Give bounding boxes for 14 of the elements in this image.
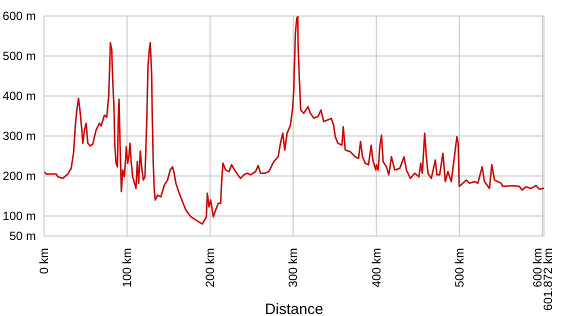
y-tick-label: 50 m xyxy=(9,229,36,244)
y-tick-label: 300 m xyxy=(2,129,36,144)
x-tick-label: 100 km xyxy=(120,248,134,288)
y-tick-label: 100 m xyxy=(2,209,36,224)
x-tick-label: 200 km xyxy=(203,248,218,288)
y-tick-label: 500 m xyxy=(2,49,36,64)
y-tick-label: 400 m xyxy=(2,89,36,104)
x-tick-label: 300 km xyxy=(286,248,300,288)
x-tick-label: 0 km xyxy=(37,248,51,274)
x-tick-label: 400 km xyxy=(369,248,384,288)
y-tick-label: 200 m xyxy=(2,169,36,184)
y-tick-label: 600 m xyxy=(2,9,36,24)
x-axis-title: Distance xyxy=(264,301,324,316)
x-tick-label: 500 km xyxy=(452,248,466,288)
